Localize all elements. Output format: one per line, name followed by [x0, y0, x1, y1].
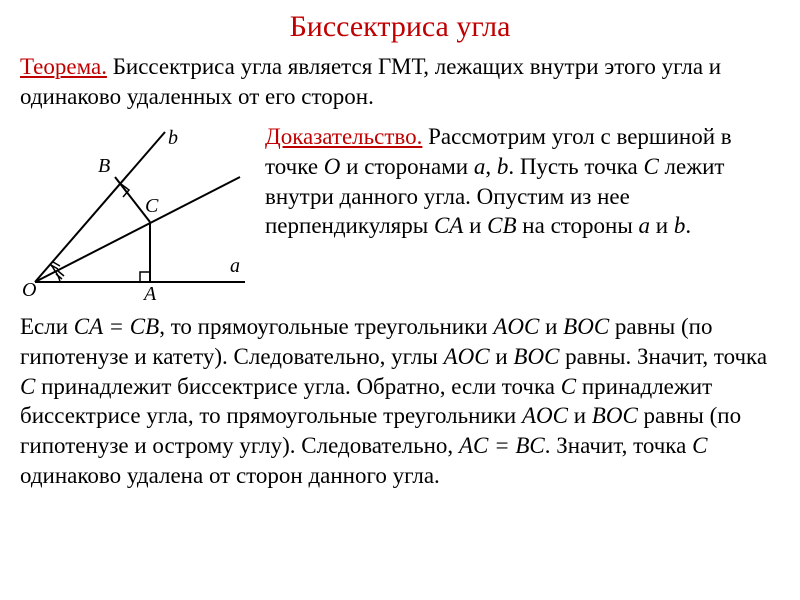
geometry-diagram: O A B C a b: [20, 122, 250, 302]
proof-body: Если CA = CB, то прямоугольные треугольн…: [20, 312, 780, 491]
label-O: O: [22, 279, 36, 301]
content-row: O A B C a b Доказательство. Рассмотрим у…: [20, 122, 780, 302]
label-B: B: [98, 155, 110, 177]
theorem-label: Теорема.: [20, 54, 107, 79]
proof-label: Доказательство.: [265, 124, 422, 149]
theorem-text: Биссектриса угла является ГМТ, лежащих в…: [20, 54, 721, 109]
label-C: C: [145, 195, 159, 217]
label-a: a: [230, 255, 240, 277]
label-b: b: [168, 127, 178, 149]
proof-intro: Доказательство. Рассмотрим угол с вершин…: [265, 122, 780, 242]
theorem-section: Теорема. Биссектриса угла является ГМТ, …: [20, 52, 780, 112]
page-title: Биссектриса угла: [20, 10, 780, 44]
label-A: A: [142, 283, 157, 302]
